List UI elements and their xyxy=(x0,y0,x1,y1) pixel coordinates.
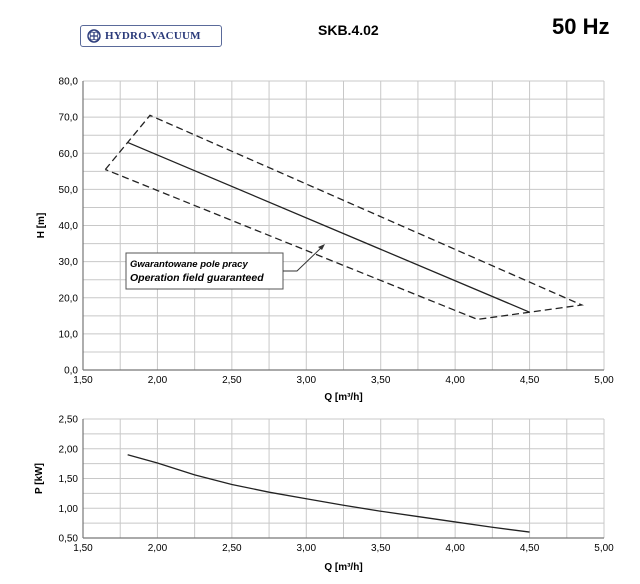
model-title: SKB.4.02 xyxy=(318,22,379,38)
y-tick-label: 40,0 xyxy=(59,221,79,232)
y-tick-label: 20,0 xyxy=(59,293,79,304)
x-tick-label: 5,00 xyxy=(594,543,614,554)
x-tick-label: 3,00 xyxy=(297,375,317,386)
x-tick-label: 4,50 xyxy=(520,543,540,554)
x-tick-label: 1,50 xyxy=(73,375,93,386)
annotation-text-en: Operation field guaranteed xyxy=(130,272,264,284)
logo-text: HYDRO-VACUUM xyxy=(105,30,201,42)
x-tick-label: 4,50 xyxy=(520,375,540,386)
x-axis-label: Q [m³/h] xyxy=(324,392,362,403)
x-tick-label: 2,50 xyxy=(222,375,242,386)
x-tick-label: 1,50 xyxy=(73,543,93,554)
y-axis-label: P [kW] xyxy=(34,463,45,494)
x-tick-label: 2,00 xyxy=(148,543,168,554)
y-tick-label: 80,0 xyxy=(59,77,79,88)
y-tick-label: 2,50 xyxy=(59,415,79,426)
arrowhead-icon xyxy=(318,244,325,250)
x-tick-label: 2,50 xyxy=(222,543,242,554)
x-tick-label: 3,50 xyxy=(371,543,391,554)
x-tick-label: 4,00 xyxy=(445,543,465,554)
y-tick-label: 30,0 xyxy=(59,257,79,268)
annotation-text-pl: Gwarantowane pole pracy xyxy=(130,259,248,270)
logo-emblem-icon xyxy=(87,29,101,43)
y-tick-label: 10,0 xyxy=(59,329,79,340)
x-tick-label: 3,50 xyxy=(371,375,391,386)
y-tick-label: 0,50 xyxy=(59,534,79,545)
annotation-arrow xyxy=(283,246,323,272)
annotation-box xyxy=(125,252,284,290)
y-tick-label: 1,00 xyxy=(59,504,79,515)
y-tick-label: 70,0 xyxy=(59,113,79,124)
y-tick-label: 60,0 xyxy=(59,149,79,160)
y-tick-label: 50,0 xyxy=(59,185,79,196)
x-tick-label: 2,00 xyxy=(148,375,168,386)
y-axis-label: H [m] xyxy=(36,213,47,239)
chart-power: 1,50 2,00 2,50 3,00 3,50 4,00 4,50 5,00 0,50 1,00… xyxy=(34,415,614,574)
x-axis-label: Q [m³/h] xyxy=(324,562,362,573)
y-tick-label: 0,0 xyxy=(64,366,78,377)
power-curve xyxy=(127,454,530,533)
y-tick-label: 1,50 xyxy=(59,474,79,485)
y-tick-label: 2,00 xyxy=(59,444,79,455)
frequency-label: 50 Hz xyxy=(552,14,610,39)
company-logo: HYDRO-VACUUM xyxy=(80,25,222,47)
head-curve xyxy=(127,141,530,313)
x-tick-label: 4,00 xyxy=(445,375,465,386)
chart-head: 1,50 2,00 2,50 3,00 3,50 4,00 4,50 5,00 0,0 10,0 2… xyxy=(36,77,614,404)
x-tick-label: 3,00 xyxy=(297,543,317,554)
operating-field-boundary xyxy=(104,114,585,321)
x-tick-label: 5,00 xyxy=(594,375,614,386)
